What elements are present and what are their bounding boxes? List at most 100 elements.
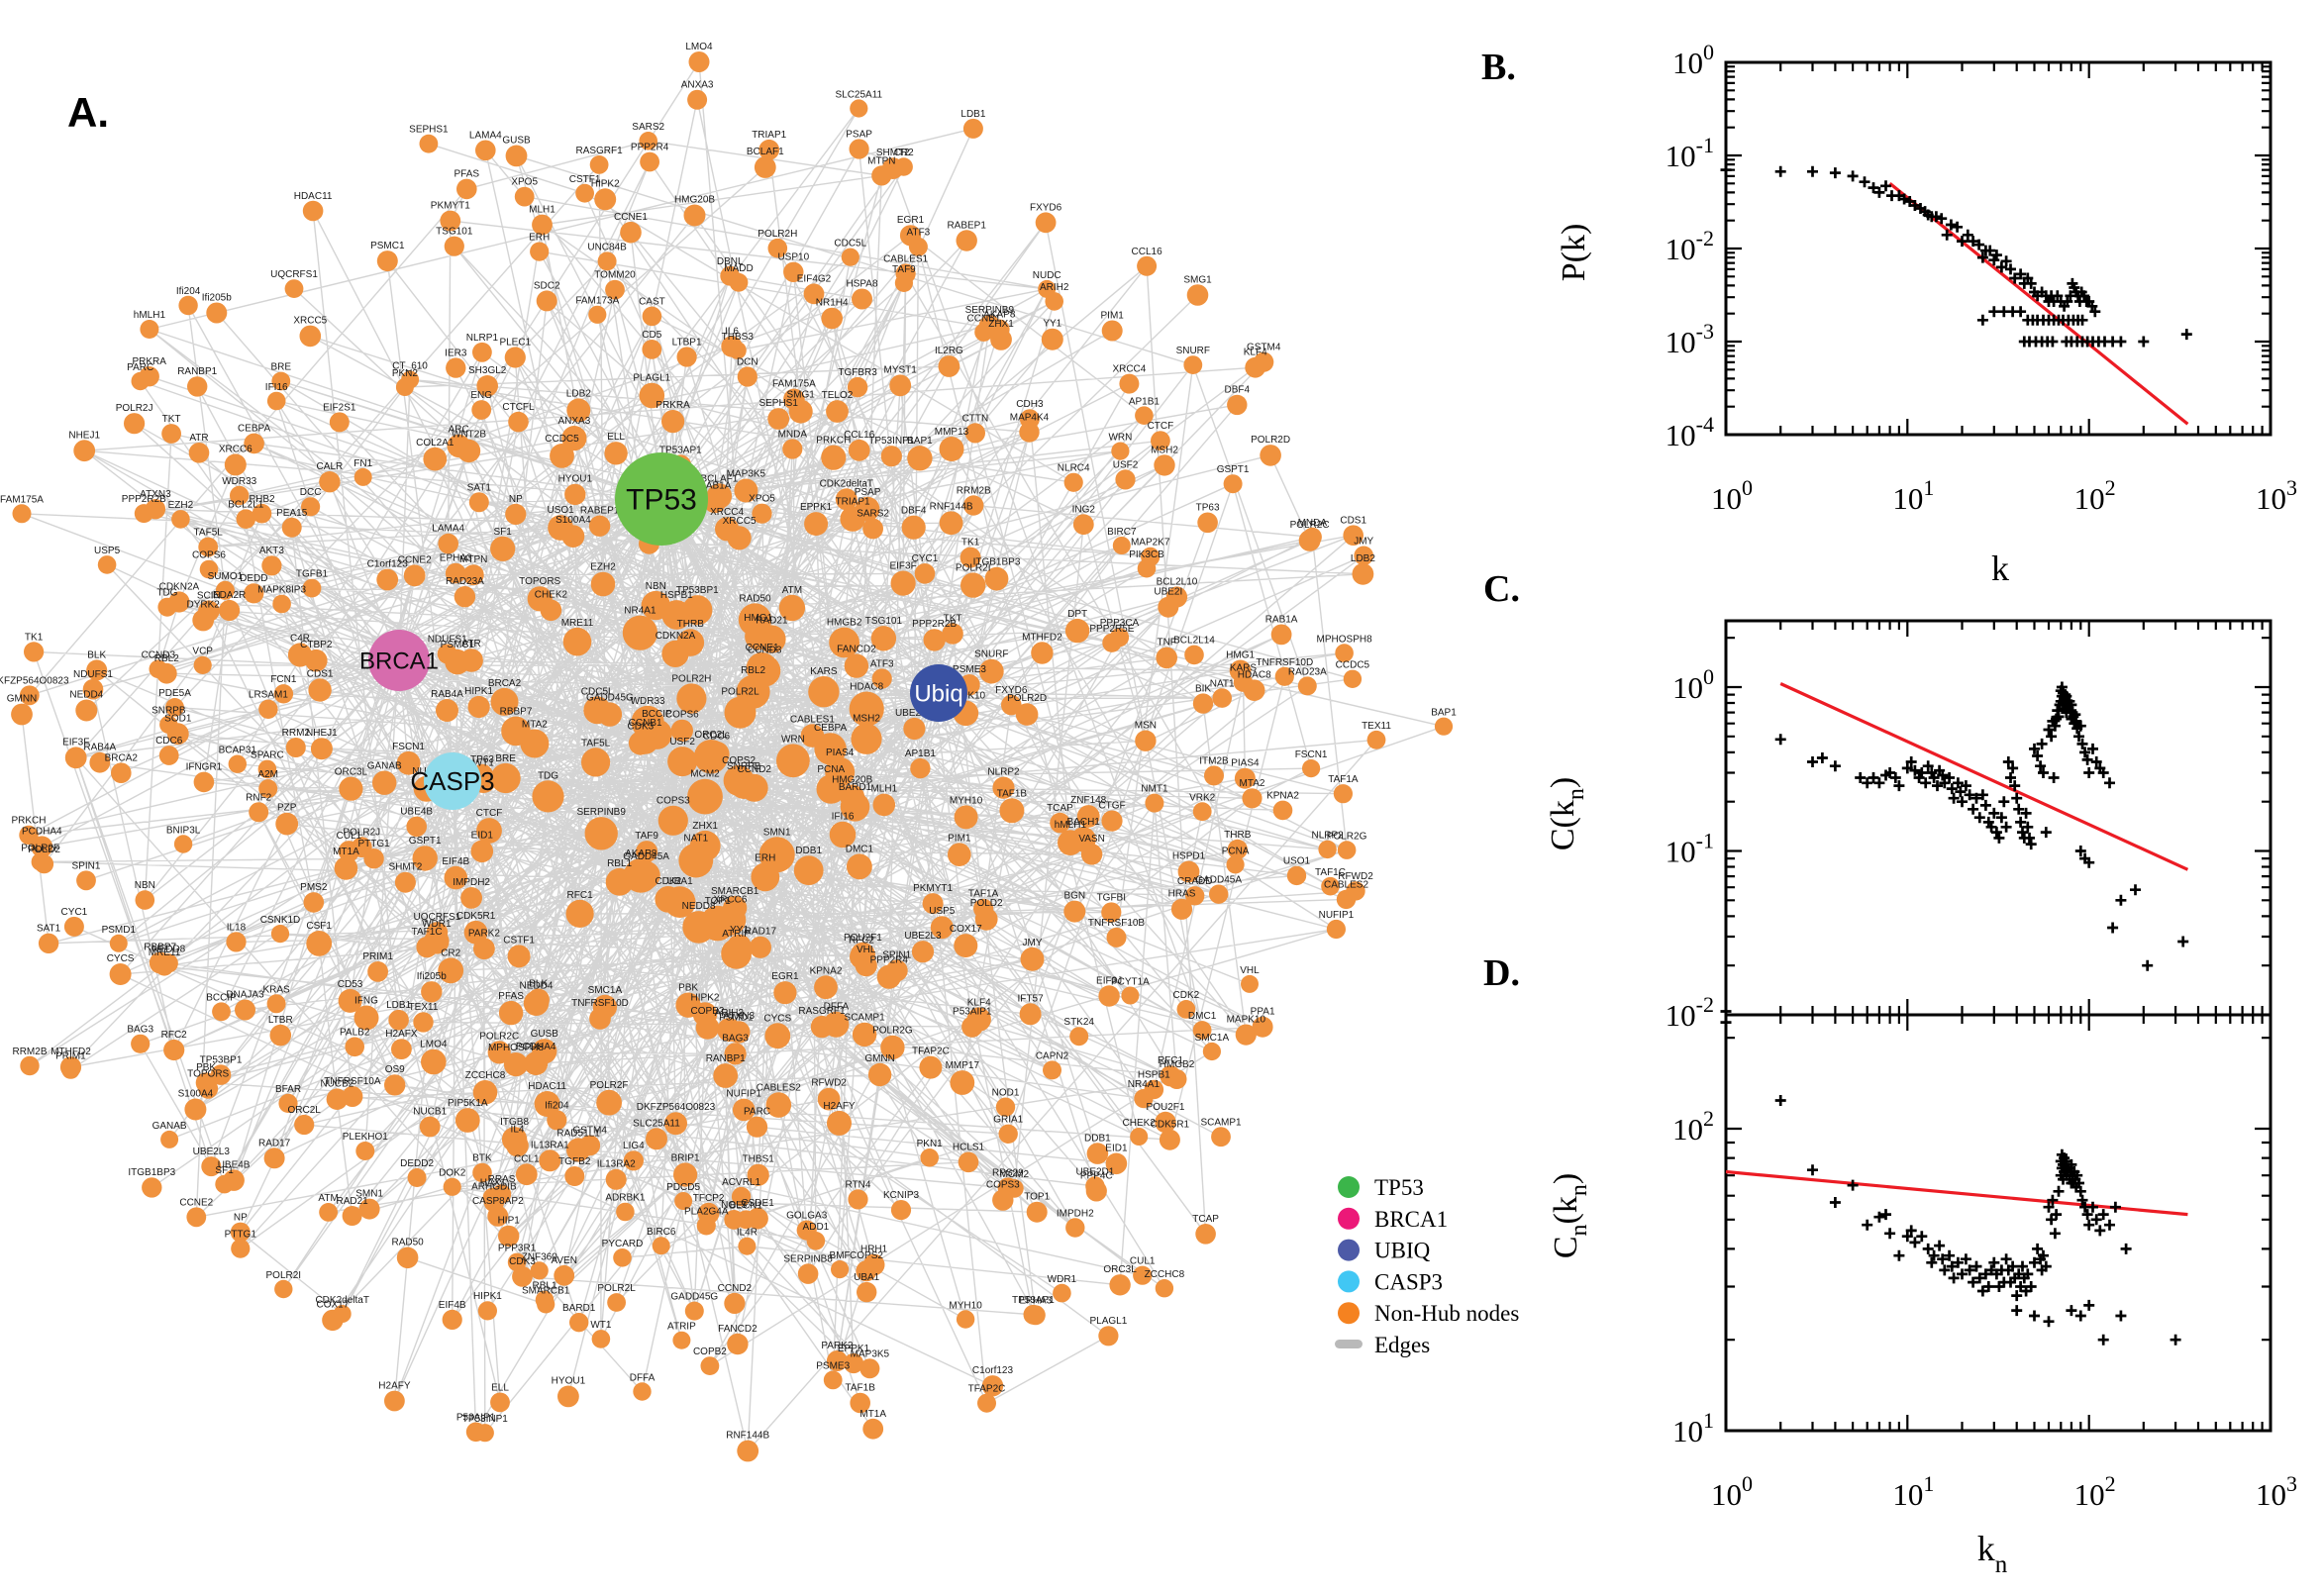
node-label: EIF2S1 xyxy=(323,402,356,413)
node-label: ACVRL1 xyxy=(722,1177,760,1188)
node-label: OS9 xyxy=(385,1064,405,1075)
node-label: RANBP1 xyxy=(706,1053,746,1064)
network-node xyxy=(514,186,535,207)
network-node xyxy=(1177,860,1200,883)
hub-label-brca1: BRCA1 xyxy=(359,648,439,674)
node-label: CDK2deltaT xyxy=(820,478,873,489)
node-label: PPA1 xyxy=(1251,1007,1275,1018)
node-label: TSG101 xyxy=(436,227,473,238)
node-label: IL6 xyxy=(725,326,739,337)
network-node xyxy=(135,890,155,910)
y-tick-label: 10-2 xyxy=(1666,226,1714,266)
node-label: S100A4 xyxy=(556,515,591,526)
node-label: CDC6 xyxy=(155,736,183,747)
node-label: USO1 xyxy=(1283,856,1311,867)
node-label: MCM2 xyxy=(690,769,720,780)
network-node xyxy=(923,629,946,651)
network-node xyxy=(1135,406,1154,426)
y-axis-title-b: P(k) xyxy=(1556,224,1592,282)
node-label: TAF1A xyxy=(968,889,999,900)
node-label: HMG1 xyxy=(1226,650,1255,661)
network-node xyxy=(249,802,269,823)
node-label: SH3GL2 xyxy=(468,365,507,376)
node-label: TK1 xyxy=(25,632,44,643)
network-node xyxy=(443,1177,461,1196)
network-node xyxy=(302,578,322,598)
x-tick-label: 101 xyxy=(1892,475,1934,516)
legend-label: Edges xyxy=(1374,1333,1430,1357)
network-node xyxy=(960,572,986,598)
network-node xyxy=(605,867,634,896)
network-node xyxy=(342,1206,362,1226)
network-node xyxy=(163,1039,185,1061)
node-label: YY1 xyxy=(1043,319,1061,330)
node-label: CCNE1 xyxy=(746,643,779,653)
node-label: SCAMP1 xyxy=(1200,1117,1242,1128)
network-node xyxy=(159,715,178,735)
network-node xyxy=(358,1198,380,1220)
node-label: GRIA1 xyxy=(993,1115,1023,1126)
node-label: NR4A1 xyxy=(624,606,656,617)
node-label: POLR2D xyxy=(1251,435,1290,446)
network-node xyxy=(1151,431,1170,451)
legend-label: TP53 xyxy=(1374,1175,1424,1200)
network-node xyxy=(198,537,219,557)
node-label: CYC1 xyxy=(912,553,939,564)
node-label: H2AFY xyxy=(378,1381,411,1392)
network-node xyxy=(581,748,611,777)
node-label: HIPK1 xyxy=(464,686,493,697)
network-node xyxy=(954,934,978,958)
node-label: PPP2R4 xyxy=(631,143,669,153)
node-label: NEDD8 xyxy=(682,901,716,912)
node-label: RNF144B xyxy=(726,1431,769,1442)
node-label: ANXA3 xyxy=(558,416,591,427)
node-label: Ifi205b xyxy=(202,293,232,304)
node-label: LDB2 xyxy=(1351,553,1375,564)
node-label: BCL2L10 xyxy=(1157,576,1198,587)
network-node xyxy=(1053,1283,1071,1303)
network-node xyxy=(1354,546,1373,566)
node-label: POLR2G xyxy=(872,1026,913,1037)
node-label: BTK xyxy=(472,1153,492,1164)
node-label: RASGRF1 xyxy=(798,1006,846,1017)
network-node xyxy=(339,776,363,801)
network-node xyxy=(948,843,971,866)
network-node xyxy=(850,99,868,118)
node-label: POLR2J xyxy=(343,827,380,838)
network-node xyxy=(161,424,182,444)
network-node xyxy=(1080,844,1103,865)
legend-dot-non-hub-nodes xyxy=(1338,1302,1360,1325)
network-node xyxy=(978,658,1004,684)
node-label: SPIN1 xyxy=(882,949,911,960)
node-label: DCN xyxy=(737,356,758,367)
node-label: USP10 xyxy=(777,252,809,263)
node-label: A2M xyxy=(257,769,278,780)
node-label: S100A4 xyxy=(178,1089,214,1100)
node-label: PRKCH xyxy=(816,436,851,447)
node-label: DEDD xyxy=(240,573,267,584)
network-node xyxy=(187,376,208,397)
node-label: P53AIP1 xyxy=(456,1413,496,1424)
node-label: SNRPB xyxy=(152,706,186,717)
network-node xyxy=(465,1422,486,1443)
network-node xyxy=(590,571,616,597)
plot-frame xyxy=(1724,60,2272,437)
node-label: TOMM20 xyxy=(594,270,636,281)
network-node xyxy=(462,564,484,586)
network-node xyxy=(758,139,780,160)
node-label: TNFRSF10A xyxy=(324,1076,381,1087)
node-label: ITGB1BP3 xyxy=(128,1167,175,1178)
node-label: IFI16 xyxy=(832,812,855,823)
node-label: TAF5L xyxy=(194,528,224,539)
node-label: SMG1 xyxy=(1183,274,1212,285)
node-label: PCYT1A xyxy=(1111,976,1150,987)
network-node xyxy=(436,699,458,722)
node-label: ADRBK1 xyxy=(605,1193,645,1204)
network-node xyxy=(922,893,944,915)
node-label: STK24 xyxy=(1063,1017,1094,1028)
network-node xyxy=(778,594,806,622)
node-label: KPNA2 xyxy=(810,965,843,976)
node-label: MNDA xyxy=(778,429,808,440)
node-label: TKT xyxy=(944,613,962,624)
network-node xyxy=(257,759,277,779)
